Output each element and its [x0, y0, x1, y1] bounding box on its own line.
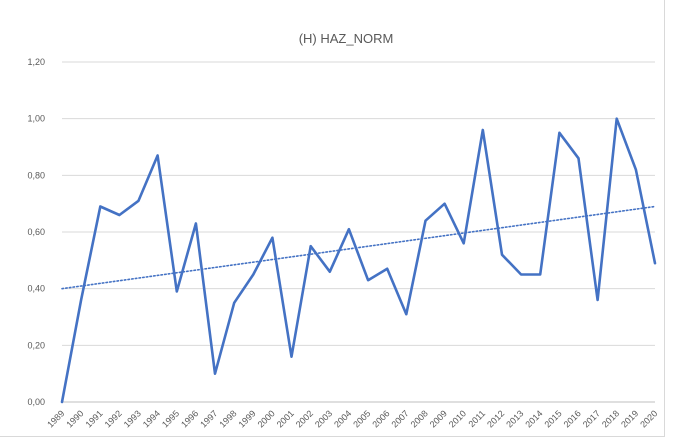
x-tick-label: 2019	[619, 408, 640, 429]
x-tick-label: 1996	[179, 408, 200, 429]
x-tick-label: 2017	[581, 408, 602, 429]
x-tick-label: 1998	[217, 408, 238, 429]
x-tick-label: 2009	[428, 408, 449, 429]
x-tick-label: 1997	[198, 408, 219, 429]
x-tick-label: 2004	[332, 408, 353, 429]
x-tick-label: 2016	[562, 408, 583, 429]
y-tick-label: 0,80	[27, 170, 45, 180]
x-tick-label: 1993	[122, 408, 143, 429]
data-point	[118, 214, 121, 217]
gridlines	[62, 61, 655, 403]
y-tick-label: 0,40	[27, 284, 45, 294]
data-point	[367, 279, 370, 282]
x-tick-label: 2013	[504, 408, 525, 429]
x-tick-label: 2000	[256, 408, 277, 429]
x-tick-label: 1992	[103, 408, 124, 429]
x-tick-label: 2008	[409, 408, 430, 429]
y-axis-ticks: 0,00 0,20 0,40 0,60 0,80 1,00 1,20	[27, 57, 45, 407]
x-tick-label: 1989	[45, 408, 66, 429]
data-point	[596, 299, 599, 302]
x-tick-label: 2020	[638, 408, 659, 429]
y-tick-label: 1,00	[27, 114, 45, 124]
x-tick-label: 2015	[543, 408, 564, 429]
data-point	[214, 372, 217, 375]
data-point	[61, 401, 64, 404]
x-tick-label: 1999	[236, 408, 257, 429]
x-axis-ticks: 1989199019911992199319941995199619971998…	[45, 408, 659, 429]
data-point	[137, 200, 140, 203]
x-tick-label: 2002	[294, 408, 315, 429]
series-line	[60, 117, 657, 404]
x-tick-label: 2010	[447, 408, 468, 429]
data-point	[309, 245, 312, 248]
x-tick-label: 2006	[370, 408, 391, 429]
y-tick-label: 0,00	[27, 397, 45, 407]
data-point	[290, 355, 293, 358]
x-tick-label: 1994	[141, 408, 162, 429]
data-point	[233, 302, 236, 305]
x-tick-label: 2012	[485, 408, 506, 429]
data-point	[539, 273, 542, 276]
chart-title: (H) HAZ_NORM	[299, 31, 394, 46]
data-point	[501, 253, 504, 256]
x-tick-label: 2011	[466, 408, 487, 429]
data-point	[482, 129, 485, 132]
y-tick-label: 0,60	[27, 227, 45, 237]
data-point	[558, 132, 561, 135]
x-tick-label: 2014	[523, 408, 544, 429]
data-point	[635, 168, 638, 171]
series-layer	[60, 117, 657, 404]
data-point	[405, 313, 408, 316]
x-tick-label: 2007	[390, 408, 411, 429]
x-tick-label: 2005	[351, 408, 372, 429]
data-point	[80, 299, 83, 302]
x-tick-label: 2018	[600, 408, 621, 429]
data-point	[175, 290, 178, 293]
trendline	[61, 205, 656, 290]
data-point	[615, 117, 618, 120]
data-point	[99, 205, 102, 208]
data-point	[577, 157, 580, 160]
x-tick-label: 1990	[64, 408, 85, 429]
x-tick-label: 1991	[83, 408, 104, 429]
data-point	[520, 273, 523, 276]
data-point	[462, 242, 465, 245]
data-point	[156, 154, 159, 157]
x-tick-label: 1995	[160, 408, 181, 429]
x-tick-label: 2001	[275, 408, 296, 429]
data-point	[654, 262, 657, 265]
data-point	[443, 202, 446, 205]
y-tick-label: 1,20	[27, 57, 45, 67]
data-point	[252, 273, 255, 276]
y-tick-label: 0,20	[27, 340, 45, 350]
data-point	[348, 228, 351, 231]
data-point	[271, 236, 274, 239]
data-point	[424, 219, 427, 222]
x-tick-label: 2003	[313, 408, 334, 429]
data-point	[329, 270, 332, 273]
data-point	[386, 268, 389, 271]
data-point	[195, 222, 198, 225]
